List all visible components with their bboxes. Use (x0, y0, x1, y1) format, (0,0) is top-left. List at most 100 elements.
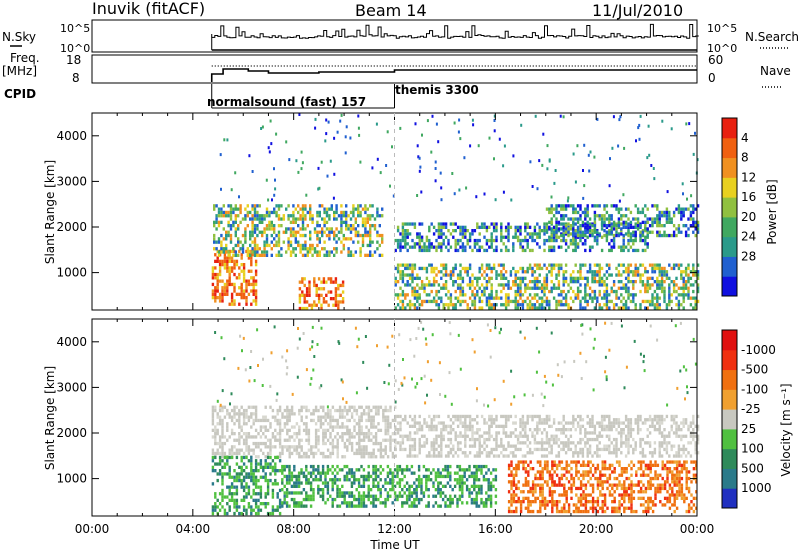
echo-cell (449, 293, 453, 297)
echo-cell (263, 214, 266, 218)
echo-cell (358, 133, 361, 137)
echo-cell (417, 481, 421, 485)
echo-cell (401, 504, 404, 508)
echo-cell (492, 222, 496, 226)
echo-cell (531, 270, 534, 274)
echo-cell (374, 484, 378, 488)
echo-cell (425, 488, 428, 492)
echo-cell (416, 235, 419, 239)
echo-cell (615, 207, 618, 211)
echo-cell (548, 248, 551, 253)
echo-cell (331, 471, 334, 475)
echo-cell (391, 451, 395, 456)
echo-cell (223, 263, 227, 267)
echo-cell (478, 299, 481, 304)
echo-cell (687, 266, 690, 271)
echo-cell (473, 306, 477, 310)
echo-cell (512, 454, 515, 458)
echo-cell (345, 227, 348, 231)
echo-cell (557, 220, 561, 224)
echo-cell (320, 280, 323, 284)
echo-cell (321, 247, 324, 251)
echo-cell (310, 303, 314, 307)
echo-cell (416, 232, 419, 236)
echo-cell (596, 230, 599, 234)
echo-cell (665, 214, 669, 218)
echo-cell (286, 408, 289, 413)
echo-cell (367, 418, 371, 423)
echo-cell (696, 299, 700, 304)
echo-cell (362, 432, 366, 436)
echo-cell (312, 468, 315, 472)
echo-cell (415, 488, 418, 492)
echo-cell (427, 504, 430, 508)
echo-cell (670, 299, 673, 304)
echo-cell (447, 229, 450, 233)
echo-cell (514, 414, 517, 419)
echo-cell (488, 296, 491, 300)
echo-cell (567, 428, 570, 432)
echo-cell (432, 481, 435, 485)
echo-cell (584, 207, 587, 211)
echo-cell (406, 273, 409, 277)
echo-cell (350, 435, 354, 439)
echo-cell (343, 494, 346, 498)
echo-cell (314, 438, 318, 442)
echo-cell (432, 428, 436, 432)
nave-label: Nave (760, 64, 791, 78)
echo-cell (292, 230, 295, 234)
echo-cell (660, 233, 664, 238)
echo-cell (569, 280, 573, 284)
echo-cell (665, 210, 669, 215)
echo-cell (584, 222, 587, 226)
echo-cell (256, 243, 259, 248)
echo-cell (285, 494, 289, 498)
echo-cell (562, 444, 565, 448)
echo-cell (216, 451, 219, 456)
echo-cell (572, 276, 575, 280)
echo-cell (309, 243, 312, 248)
echo-cell (452, 235, 455, 239)
echo-cell (391, 478, 394, 482)
echo-cell (634, 441, 637, 445)
echo-cell (680, 207, 683, 211)
echo-cell (350, 471, 354, 475)
echo-cell (644, 220, 647, 224)
echo-cell (435, 293, 438, 297)
echo-cell (624, 303, 628, 307)
echo-cell (408, 303, 412, 307)
echo-cell (329, 159, 332, 163)
echo-cell (264, 462, 267, 466)
echo-cell (560, 303, 563, 307)
echo-cell (548, 227, 551, 231)
echo-cell (696, 263, 700, 267)
echo-cell (617, 280, 621, 284)
echo-cell (648, 286, 652, 290)
echo-cell (306, 250, 309, 254)
echo-cell (608, 447, 611, 452)
echo-cell (557, 299, 561, 304)
echo-cell (605, 447, 609, 452)
echo-cell (320, 287, 323, 291)
echo-cell (413, 418, 417, 422)
echo-cell (612, 421, 616, 425)
echo-cell (569, 227, 573, 231)
echo-cell (238, 478, 241, 483)
echo-cell (658, 280, 661, 284)
echo-cell (338, 415, 342, 419)
echo-cell (384, 415, 387, 419)
echo-cell (333, 210, 336, 215)
echo-cell (572, 227, 575, 231)
echo-cell (213, 240, 216, 244)
echo-cell (584, 210, 587, 215)
echo-cell (490, 245, 493, 249)
echo-cell (268, 210, 271, 215)
echo-cell (675, 431, 678, 435)
echo-cell (682, 293, 685, 297)
echo-cell (485, 229, 489, 233)
echo-cell (271, 511, 275, 516)
echo-cell (405, 488, 409, 492)
echo-cell (461, 280, 465, 284)
echo-cell (579, 214, 582, 218)
echo-cell (584, 299, 587, 304)
